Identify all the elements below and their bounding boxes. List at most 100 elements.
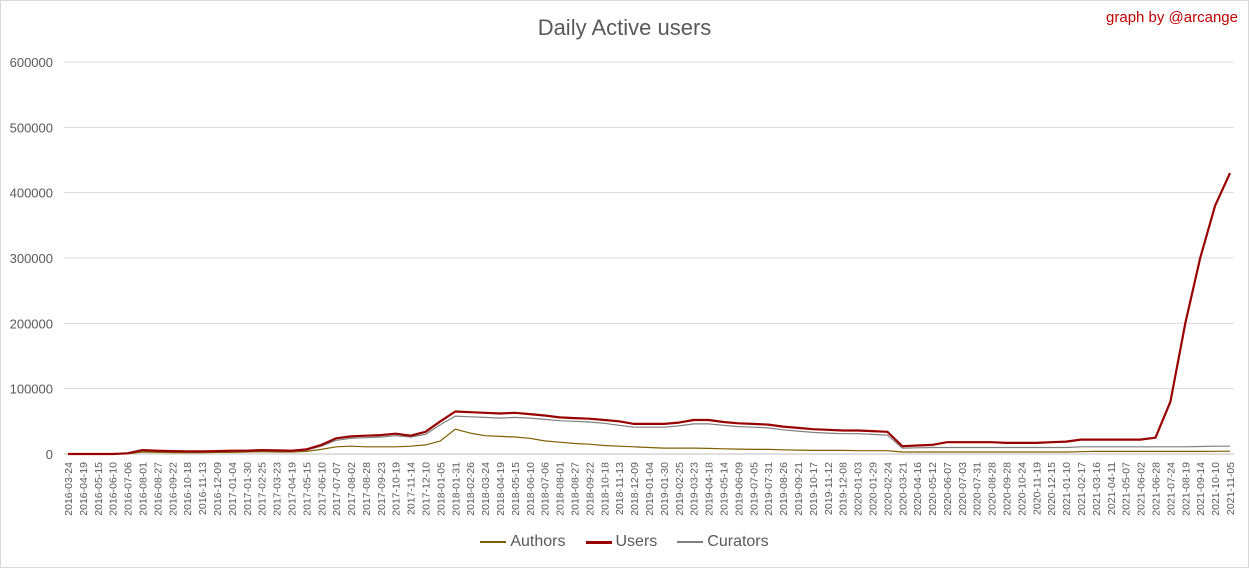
- x-tick-label: 2021-01-10: [1061, 462, 1073, 516]
- legend-swatch-authors: [480, 541, 507, 543]
- series-line-curators: [68, 415, 1230, 455]
- y-tick-label: 600000: [10, 55, 53, 70]
- grid-lines: [64, 61, 1234, 455]
- x-tick-label: 2017-08-02: [346, 462, 358, 516]
- x-tick-label: 2021-02-17: [1076, 462, 1088, 516]
- x-tick-label: 2016-11-13: [197, 462, 209, 515]
- x-tick-label: 2016-03-24: [63, 462, 75, 516]
- x-tick-label: 2021-09-14: [1195, 462, 1207, 516]
- y-axis: 0 100000 200000 300000 400000 500000 600000: [10, 55, 53, 462]
- x-tick-label: 2017-12-10: [421, 462, 433, 516]
- chart-credit: graph by @arcange: [1106, 9, 1238, 26]
- x-tick-label: 2019-03-23: [689, 462, 701, 516]
- x-tick-label: 2016-09-22: [167, 462, 179, 516]
- x-tick-label: 2017-01-04: [227, 462, 239, 516]
- chart-title: Daily Active users: [537, 15, 712, 40]
- x-tick-label: 2020-07-31: [972, 462, 984, 516]
- x-tick-label: 2017-03-23: [272, 462, 284, 516]
- legend-label-users: Users: [615, 533, 658, 550]
- x-tick-label: 2020-01-29: [867, 462, 879, 516]
- y-tick-label: 300000: [10, 251, 53, 266]
- x-tick-label: 2021-08-19: [1180, 462, 1192, 516]
- x-tick-label: 2021-06-02: [1136, 462, 1148, 516]
- legend-label-authors: Authors: [510, 533, 566, 550]
- legend-swatch-users: [585, 540, 612, 544]
- x-tick-label: 2016-12-09: [212, 462, 224, 516]
- x-tick-label: 2019-11-12: [823, 462, 835, 515]
- x-tick-label: 2019-01-30: [659, 462, 671, 516]
- x-tick-label: 2019-07-05: [748, 462, 760, 516]
- legend-item-authors: Authors: [480, 533, 566, 551]
- legend-label-curators: Curators: [707, 533, 769, 550]
- x-tick-label: 2017-01-30: [242, 462, 254, 516]
- x-tick-label: 2018-10-18: [599, 462, 611, 516]
- x-tick-label: 2019-08-26: [778, 462, 790, 516]
- x-tick-label: 2016-07-06: [123, 462, 135, 516]
- y-tick-label: 500000: [10, 120, 53, 135]
- x-tick-label: 2019-04-18: [704, 462, 716, 516]
- x-tick-label: 2020-07-03: [957, 462, 969, 516]
- x-tick-label: 2021-06-28: [1151, 462, 1163, 516]
- x-tick-label: 2017-09-23: [376, 462, 388, 516]
- legend-swatch-curators: [677, 541, 704, 543]
- x-tick-label: 2017-07-07: [331, 462, 343, 516]
- x-tick-label: 2016-04-19: [78, 462, 90, 516]
- x-tick-label: 2020-02-24: [882, 462, 894, 516]
- x-tick-label: 2019-02-25: [674, 462, 686, 516]
- x-tick-label: 2021-03-16: [1091, 462, 1103, 516]
- x-tick-label: 2017-05-15: [301, 462, 313, 516]
- x-tick-label: 2018-03-24: [480, 462, 492, 516]
- x-tick-label: 2018-08-01: [555, 462, 567, 516]
- x-tick-label: 2021-11-05: [1225, 462, 1237, 515]
- x-tick-label: 2019-05-14: [718, 462, 730, 516]
- y-tick-label: 400000: [10, 186, 53, 201]
- x-axis: 2016-03-24 2016-04-19 2016-05-15 2016-06-10…: [63, 462, 1237, 516]
- x-tick-label: 2017-06-10: [316, 462, 328, 516]
- x-tick-label: 2016-10-18: [182, 462, 194, 516]
- x-tick-label: 2016-08-27: [152, 462, 164, 516]
- x-tick-label: 2019-09-21: [793, 462, 805, 516]
- x-tick-label: 2020-05-12: [927, 462, 939, 516]
- x-tick-label: 2017-04-19: [286, 462, 298, 516]
- x-tick-label: 2016-05-15: [93, 462, 105, 516]
- x-tick-label: 2021-05-07: [1121, 462, 1133, 516]
- series-line-authors: [68, 428, 1231, 455]
- x-tick-label: 2017-02-25: [257, 462, 269, 516]
- x-tick-label: 2018-07-06: [540, 462, 552, 516]
- x-tick-label: 2020-04-16: [912, 462, 924, 516]
- x-tick-label: 2021-10-10: [1210, 462, 1222, 516]
- x-tick-label: 2018-01-05: [435, 462, 447, 516]
- x-tick-label: 2019-10-17: [808, 462, 820, 516]
- x-tick-label: 2020-12-15: [1046, 462, 1058, 516]
- x-tick-label: 2017-10-19: [391, 462, 403, 516]
- x-tick-label: 2021-04-11: [1106, 462, 1118, 515]
- x-tick-label: 2021-07-24: [1165, 462, 1177, 516]
- y-tick-label: 100000: [10, 382, 53, 397]
- x-tick-label: 2020-09-28: [1002, 462, 1014, 516]
- x-tick-label: 2019-01-04: [644, 462, 656, 516]
- series-line-users: [68, 172, 1232, 456]
- series-lines: [68, 172, 1232, 456]
- x-tick-label: 2018-04-19: [495, 462, 507, 516]
- legend-item-users: Users: [585, 533, 658, 551]
- x-tick-label: 2020-10-24: [1016, 462, 1028, 516]
- legend-item-curators: Curators: [677, 533, 769, 551]
- x-tick-label: 2017-11-14: [406, 462, 418, 515]
- x-tick-label: 2019-07-31: [763, 462, 775, 516]
- x-tick-label: 2020-06-07: [942, 462, 954, 516]
- x-tick-label: 2019-06-09: [733, 462, 745, 516]
- x-tick-label: 2016-08-01: [137, 462, 149, 516]
- legend: Authors Users Curators: [0, 533, 1249, 551]
- x-tick-label: 2017-08-28: [361, 462, 373, 516]
- x-tick-label: 2018-09-22: [584, 462, 596, 516]
- x-tick-label: 2018-06-10: [525, 462, 537, 516]
- x-tick-label: 2019-12-08: [838, 462, 850, 516]
- x-tick-label: 2016-06-10: [108, 462, 120, 516]
- x-tick-label: 2020-01-03: [853, 462, 865, 516]
- x-tick-label: 2020-11-19: [1031, 462, 1043, 515]
- y-tick-label: 0: [46, 447, 53, 462]
- x-tick-label: 2020-03-21: [897, 462, 909, 516]
- x-tick-label: 2018-02-26: [465, 462, 477, 516]
